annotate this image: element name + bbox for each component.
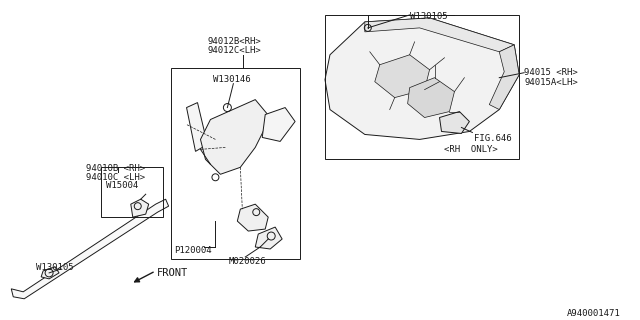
Text: 94010B <RH>: 94010B <RH> (86, 164, 145, 173)
Polygon shape (375, 55, 429, 98)
Text: P120004: P120004 (175, 246, 212, 255)
Polygon shape (186, 103, 207, 151)
Text: FIG.646: FIG.646 (474, 134, 512, 143)
Bar (101, 167, 163, 217)
Polygon shape (41, 267, 59, 279)
Polygon shape (200, 100, 270, 174)
Text: 94012C<LH>: 94012C<LH> (207, 46, 261, 55)
Polygon shape (408, 78, 454, 117)
Polygon shape (325, 18, 519, 140)
Polygon shape (237, 204, 268, 231)
Text: M020026: M020026 (228, 257, 266, 266)
Bar (171, 68, 300, 259)
Polygon shape (490, 45, 519, 109)
Text: FRONT: FRONT (157, 268, 188, 278)
Text: 94010C <LH>: 94010C <LH> (86, 173, 145, 182)
Text: W15004: W15004 (106, 181, 138, 190)
Polygon shape (440, 112, 469, 133)
Text: A940001471: A940001471 (567, 309, 621, 318)
Text: W130146: W130146 (213, 75, 251, 84)
Text: 94015 <RH>: 94015 <RH> (524, 68, 578, 77)
Text: 94015A<LH>: 94015A<LH> (524, 78, 578, 87)
Polygon shape (12, 199, 168, 299)
Text: W130105: W130105 (410, 12, 447, 21)
Polygon shape (365, 18, 514, 52)
Bar (325, 15, 519, 159)
Text: <RH  ONLY>: <RH ONLY> (445, 145, 499, 155)
Polygon shape (262, 108, 295, 141)
Polygon shape (255, 227, 282, 249)
Text: 94012B<RH>: 94012B<RH> (207, 37, 261, 46)
Polygon shape (131, 199, 148, 217)
Text: W130105: W130105 (36, 263, 74, 272)
